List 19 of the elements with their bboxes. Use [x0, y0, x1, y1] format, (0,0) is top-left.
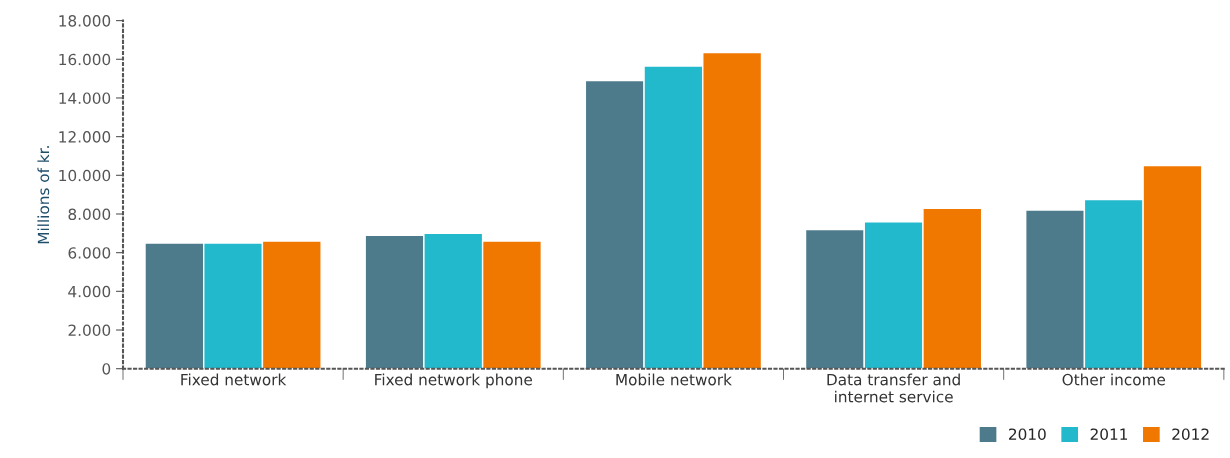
legend-label: 2010	[1009, 428, 1046, 440]
x-tick-label: Data transfer and internet service	[827, 373, 960, 403]
y-tick-label: 16.000	[59, 53, 111, 66]
y-tick-label: 2.000	[68, 324, 111, 337]
y-tick-label: 8.000	[68, 208, 111, 221]
x-tick-label: Fixed network	[181, 373, 287, 386]
x-tick-label: Other income	[1062, 373, 1166, 386]
y-tick-label: 18.000	[59, 15, 111, 27]
y-tick-label: 14.000	[59, 92, 111, 104]
legend-label: 2012	[1172, 428, 1209, 440]
x-tick-label: Fixed network phone	[375, 373, 533, 389]
y-tick-label: 4.000	[68, 285, 111, 298]
y-tick-label: 0	[102, 363, 111, 375]
y-tick-label: 12.000	[59, 131, 111, 143]
y-tick-label: 6.000	[68, 247, 111, 259]
y-axis-title: Millions of kr.	[37, 146, 50, 244]
legend-label: 2011	[1090, 428, 1128, 440]
y-tick-label: 10.000	[59, 169, 111, 182]
x-tick-label: Mobile network	[616, 373, 732, 386]
